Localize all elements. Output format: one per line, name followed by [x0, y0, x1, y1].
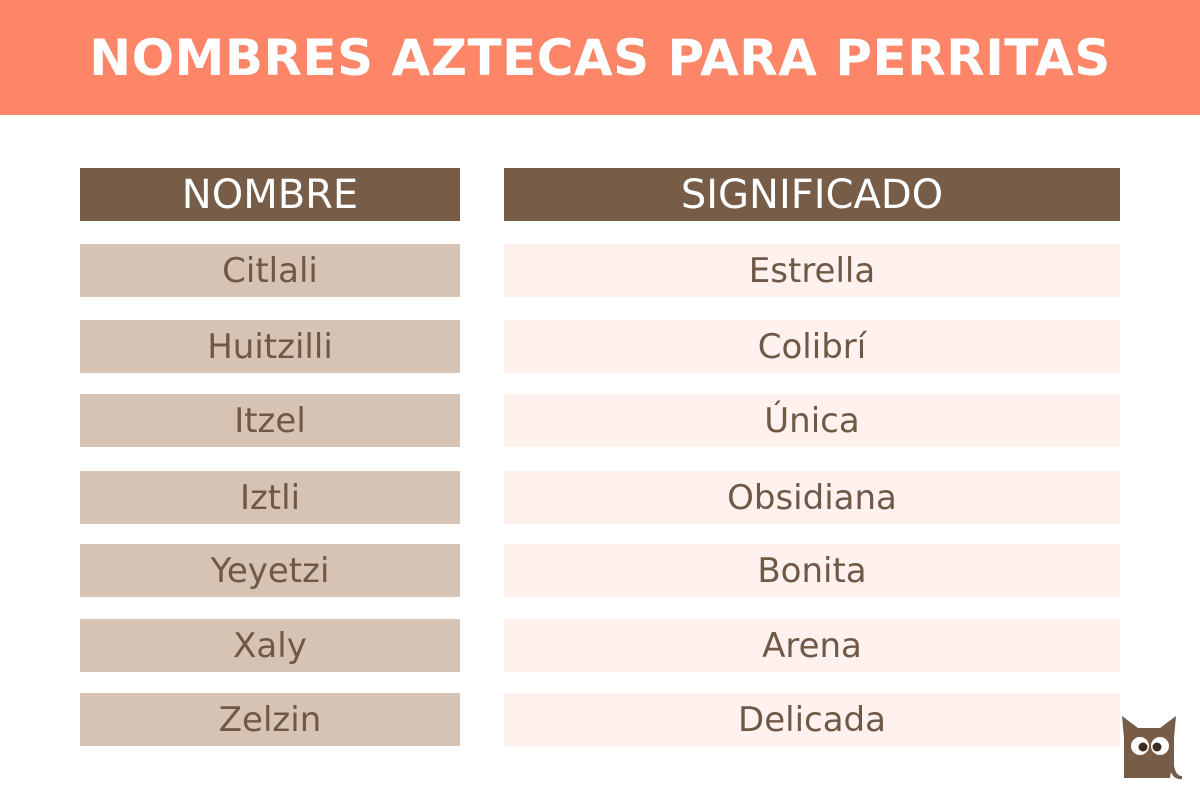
cat-icon	[1122, 716, 1182, 780]
meaning-cell: Colibrí	[504, 320, 1120, 373]
meaning-cell: Arena	[504, 619, 1120, 672]
name-cell: Huitzilli	[80, 320, 460, 373]
name-cell: Yeyetzi	[80, 544, 460, 597]
name-cell: Citlali	[80, 244, 460, 297]
meaning-cell: Única	[504, 394, 1120, 447]
name-cell: Itzel	[80, 394, 460, 447]
meaning-cell: Bonita	[504, 544, 1120, 597]
name-cell: Xaly	[80, 619, 460, 672]
name-cell: Zelzin	[80, 693, 460, 746]
meaning-cell: Estrella	[504, 244, 1120, 297]
meaning-cell: Obsidiana	[504, 471, 1120, 524]
column-header-name: NOMBRE	[80, 168, 460, 221]
page-title: NOMBRES AZTECAS PARA PERRITAS	[89, 28, 1111, 87]
column-header-meaning: SIGNIFICADO	[504, 168, 1120, 221]
name-cell: Iztli	[80, 471, 460, 524]
title-banner: NOMBRES AZTECAS PARA PERRITAS	[0, 0, 1200, 115]
meaning-cell: Delicada	[504, 693, 1120, 746]
